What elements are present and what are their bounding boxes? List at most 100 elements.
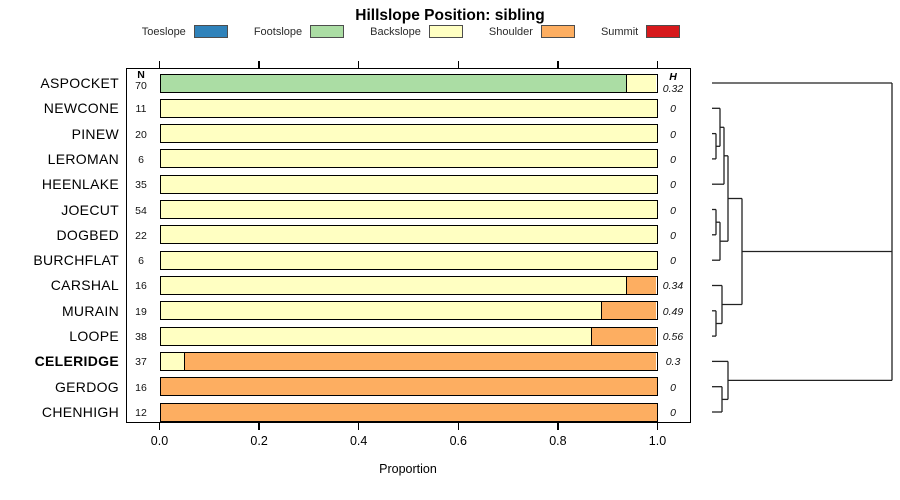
bar-segment-footslope xyxy=(160,74,627,92)
profile-row-label: JOECUT xyxy=(61,201,119,218)
x-axis-tick-top xyxy=(358,61,360,68)
profile-row-label: CHENHIGH xyxy=(41,404,119,420)
bar-segment-backslope xyxy=(160,352,186,370)
stacked-bar xyxy=(159,301,658,321)
legend-item-backslope: Backslope xyxy=(370,25,463,38)
stacked-bar xyxy=(159,402,658,422)
x-axis-title: Proportion xyxy=(379,462,437,476)
profile-row-label: LOOPE xyxy=(69,328,119,345)
h-value: 0.3 xyxy=(665,356,681,369)
stacked-bar xyxy=(159,73,658,93)
legend-swatch-footslope xyxy=(310,25,345,38)
profile-row-label: CELERIDGE xyxy=(34,353,119,370)
x-axis-tick-label: 0.2 xyxy=(250,434,268,448)
h-value: 0 xyxy=(670,204,676,217)
bar-segment-shoulder xyxy=(626,276,657,294)
legend-item-shoulder: Shoulder xyxy=(489,25,575,38)
bar-segment-backslope xyxy=(160,125,657,143)
profile-row-label: LEROMAN xyxy=(47,150,119,167)
profile-row-label: MURAIN xyxy=(61,302,119,319)
profile-row-label: BURCHFLAT xyxy=(33,252,119,269)
chart-title: Hillslope Position: sibling xyxy=(355,7,545,24)
stacked-bar xyxy=(159,225,658,245)
h-value: 0.49 xyxy=(662,305,684,318)
stacked-bar xyxy=(159,124,658,144)
n-value: 37 xyxy=(135,356,147,369)
n-value: 54 xyxy=(135,204,147,217)
h-value: 0.34 xyxy=(662,280,684,293)
bar-segment-shoulder xyxy=(592,327,657,345)
bar-segment-backslope xyxy=(626,74,657,92)
n-value: 16 xyxy=(135,280,147,293)
legend-swatch-summit xyxy=(646,25,681,38)
x-axis-tick-bottom xyxy=(358,423,360,430)
legend-swatch-backslope xyxy=(428,25,463,38)
bar-segment-shoulder xyxy=(185,352,657,370)
n-value: 35 xyxy=(135,179,147,192)
profile-row-label: DOGBED xyxy=(56,226,119,243)
n-value: 38 xyxy=(135,331,147,344)
cluster-dendrogram xyxy=(712,82,893,413)
bar-segment-backslope xyxy=(160,302,602,320)
n-value: 22 xyxy=(135,229,147,242)
stacked-bar xyxy=(159,200,658,220)
h-value: 0 xyxy=(670,179,676,192)
bar-segment-backslope xyxy=(160,99,657,117)
h-value: 0 xyxy=(670,128,676,141)
n-value: 12 xyxy=(135,407,147,419)
h-value: 0 xyxy=(670,255,676,268)
x-axis-tick-label: 0.8 xyxy=(549,434,567,448)
legend-item-summit: Summit xyxy=(600,25,681,38)
n-column-header: N xyxy=(137,69,145,81)
n-value: 6 xyxy=(138,255,144,268)
legend-item-toeslope: Toeslope xyxy=(142,25,228,38)
stacked-bar xyxy=(159,98,658,118)
n-value: 11 xyxy=(135,103,147,116)
n-value: 20 xyxy=(135,128,147,141)
legend-swatch-shoulder xyxy=(540,25,575,38)
x-axis-tick-bottom xyxy=(158,423,161,430)
bar-segment-backslope xyxy=(160,150,657,168)
h-value: 0 xyxy=(670,407,676,419)
x-axis-tick-bottom xyxy=(557,423,559,430)
legend-swatch-toeslope xyxy=(193,25,228,38)
x-axis-tick-top xyxy=(656,61,659,68)
legend-label: Toeslope xyxy=(141,25,186,38)
n-value: 6 xyxy=(138,153,144,166)
bar-segment-backslope xyxy=(160,226,657,244)
x-axis-tick-label: 0.4 xyxy=(349,434,368,448)
stacked-bar xyxy=(159,250,658,270)
legend-label: Backslope xyxy=(370,25,421,38)
profile-row-label: PINEW xyxy=(71,125,119,142)
profile-row-label: GERDOG xyxy=(54,378,119,395)
stacked-bar xyxy=(159,326,658,346)
h-column-header: H xyxy=(669,71,677,83)
bar-segment-backslope xyxy=(160,201,657,219)
n-value: 16 xyxy=(135,381,147,394)
n-value: 70 xyxy=(135,80,147,92)
legend: Toeslope Footslope Backslope Shoulder Summit xyxy=(0,25,822,38)
bar-segment-shoulder xyxy=(160,403,657,421)
bar-segment-shoulder xyxy=(160,378,657,396)
bar-segment-backslope xyxy=(160,327,593,345)
x-axis-tick-top xyxy=(557,61,559,68)
n-value: 19 xyxy=(135,305,147,318)
x-axis-tick-label: 0.6 xyxy=(449,434,467,448)
profile-row-label: CARSHAL xyxy=(50,277,119,294)
x-axis-tick-top xyxy=(158,61,161,68)
profile-row-label: NEWCONE xyxy=(43,100,119,117)
h-value: 0 xyxy=(670,153,676,166)
profile-row-label: HEENLAKE xyxy=(41,176,119,193)
bar-segment-shoulder xyxy=(601,302,657,320)
x-axis-tick-bottom xyxy=(457,423,459,430)
h-value: 0 xyxy=(670,103,676,116)
h-value: 0.32 xyxy=(662,83,684,95)
stacked-bar xyxy=(159,149,658,169)
stacked-bar xyxy=(159,275,658,295)
x-axis-tick-label: 0.0 xyxy=(150,434,169,448)
h-value: 0 xyxy=(670,229,676,242)
legend-label: Summit xyxy=(600,25,639,38)
stacked-bar xyxy=(159,377,658,397)
x-axis-tick-bottom xyxy=(258,423,260,430)
